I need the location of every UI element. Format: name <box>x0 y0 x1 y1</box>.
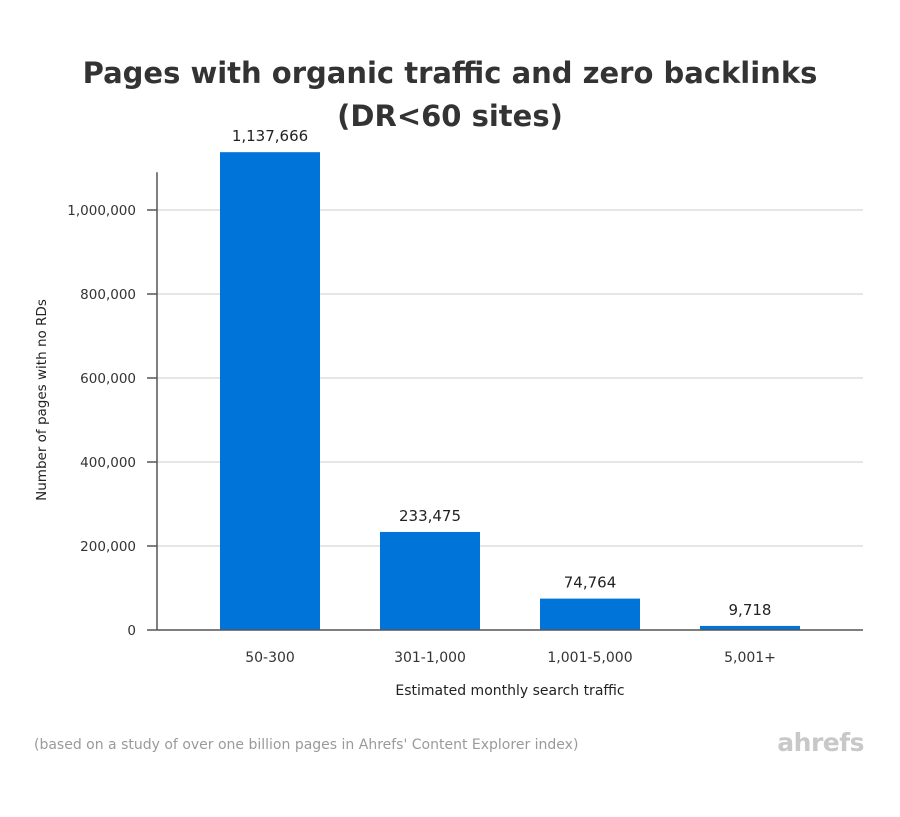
y-axis-title: Number of pages with no RDs <box>34 299 50 501</box>
x-category-label: 301-1,000 <box>394 650 466 666</box>
bar-1,001-5,000 <box>540 598 640 630</box>
y-tick-label: 200,000 <box>80 539 136 555</box>
y-tick-label: 600,000 <box>80 371 136 387</box>
bar-value-label: 233,475 <box>399 507 461 525</box>
bar-value-label: 1,137,666 <box>232 127 308 145</box>
bar-50-300 <box>220 152 320 630</box>
bar-value-label: 9,718 <box>729 601 772 619</box>
y-tick-label: 0 <box>127 623 136 639</box>
ahrefs-logo: ahrefs <box>777 728 864 757</box>
x-axis-title: Estimated monthly search traffic <box>395 683 624 699</box>
x-category-label: 50-300 <box>245 650 295 666</box>
y-tick-label: 800,000 <box>80 287 136 303</box>
x-category-label: 5,001+ <box>724 650 776 666</box>
bar-5,001+ <box>700 625 800 630</box>
chart-subtitle: (DR<60 sites) <box>337 99 563 133</box>
bar-301-1,000 <box>380 531 480 630</box>
y-tick-label: 1,000,000 <box>67 203 136 219</box>
x-category-label: 1,001-5,000 <box>547 650 632 666</box>
footnote: (based on a study of over one billion pa… <box>34 737 579 753</box>
y-tick-label: 400,000 <box>80 455 136 471</box>
chart-title: Pages with organic traffic and zero back… <box>82 56 818 90</box>
bar-value-label: 74,764 <box>564 574 617 592</box>
chart-title-block: Pages with organic traffic and zero back… <box>0 52 900 138</box>
